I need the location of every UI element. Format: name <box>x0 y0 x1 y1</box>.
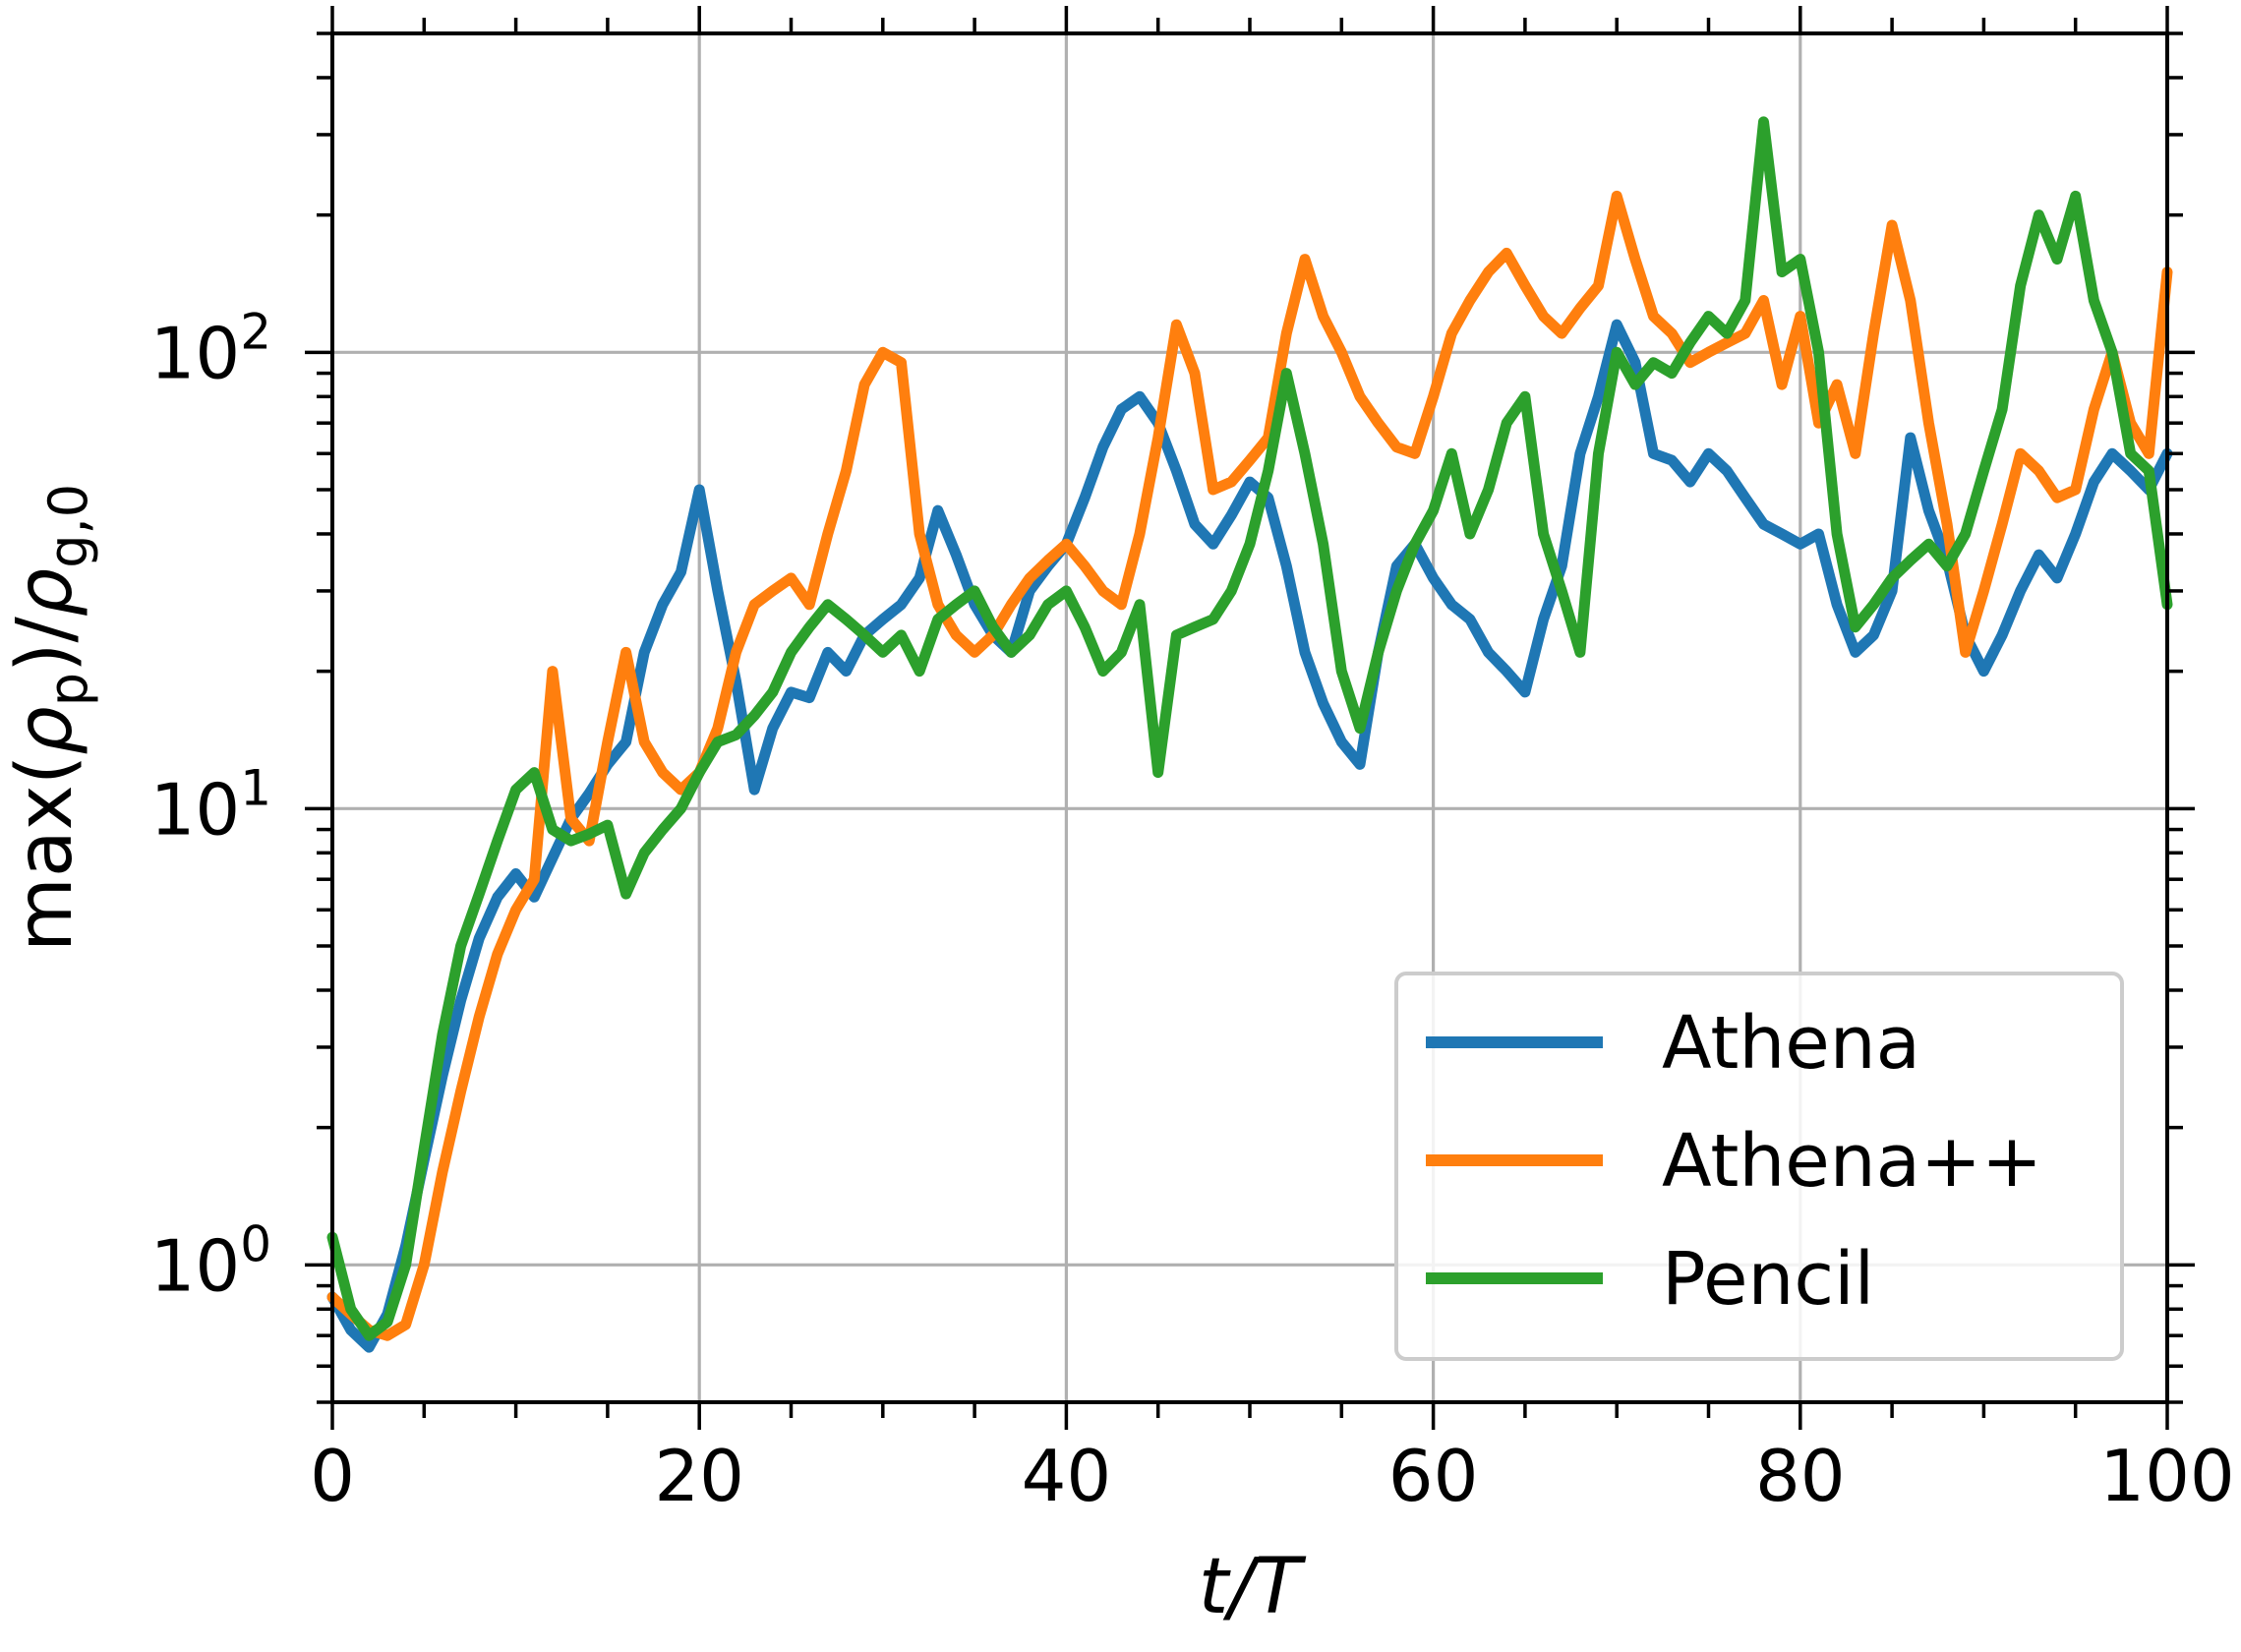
x-tick-label: 0 <box>310 1435 355 1517</box>
x-tick-label: 20 <box>654 1435 744 1517</box>
y-tick-label: 102 <box>150 303 271 394</box>
series-line-athenaplusplus <box>326 190 2173 1341</box>
series-line-pencil <box>326 116 2173 1341</box>
x-tick-label: 100 <box>2099 1435 2234 1517</box>
axes <box>305 6 2195 1430</box>
tick-labels: 0 20 40 60 80 100 100 101 102 <box>150 303 2235 1517</box>
legend-label-pencil: Pencil <box>1662 1237 1874 1322</box>
legend-label-athena: Athena <box>1662 1001 1920 1086</box>
y-tick-label: 100 <box>150 1215 271 1307</box>
x-tick-label: 60 <box>1388 1435 1479 1517</box>
legend-label-athenaplusplus: Athena++ <box>1662 1119 2042 1204</box>
x-axis-label: t/T <box>1199 1543 1307 1631</box>
x-tick-label: 80 <box>1755 1435 1846 1517</box>
legend: Athena Athena++ Pencil <box>1394 972 2124 1361</box>
y-axis-label: max(ρp)/ρg,0 <box>1 484 99 952</box>
series-lines <box>326 116 2173 1353</box>
legend-box <box>1394 972 2124 1361</box>
x-tick-label: 40 <box>1022 1435 1112 1517</box>
y-tick-label: 101 <box>150 759 271 851</box>
y-axis-label-text: max(ρp)/ρg,0 <box>1 484 99 952</box>
series-line-athena <box>326 319 2173 1353</box>
